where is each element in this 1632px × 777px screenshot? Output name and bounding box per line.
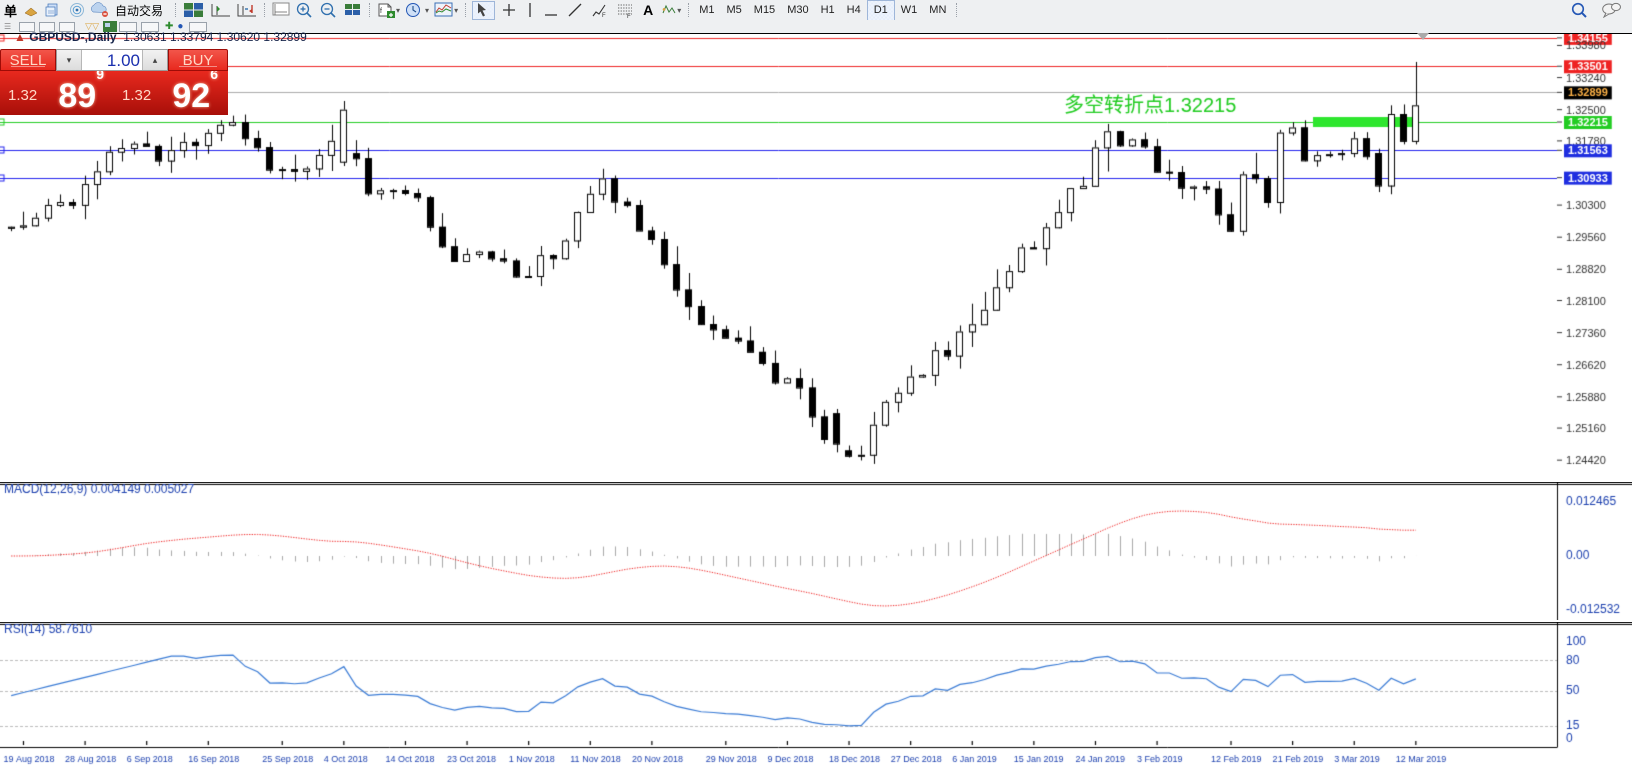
svg-text:F: F <box>602 13 606 18</box>
svg-text:F: F <box>627 14 631 18</box>
svg-text:f: f <box>380 8 382 15</box>
